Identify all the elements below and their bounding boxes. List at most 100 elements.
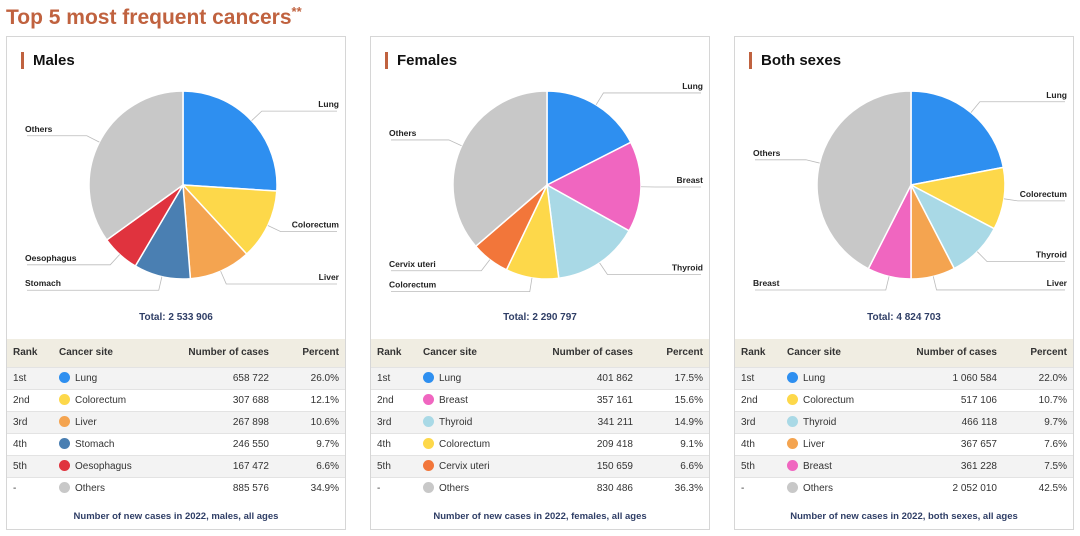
site-cell: Cervix uteri (417, 454, 520, 477)
legend-dot-icon (59, 460, 70, 471)
rank-cell: 3rd (371, 410, 417, 433)
leader-line (391, 139, 462, 147)
header-cases: Number of cases (188, 347, 269, 359)
table-row: 5th Oesophagus 167 472 6.6% (7, 454, 345, 477)
table-row: - Others 830 486 36.3% (371, 476, 709, 499)
leader-line (267, 225, 337, 232)
pie-slice-thyroid (546, 183, 631, 280)
leader-line (595, 92, 701, 106)
cases-cell: 367 657 (883, 432, 1003, 455)
site-label: Lung (75, 373, 98, 384)
percent-cell: 9.7% (1003, 410, 1073, 433)
cases-cell: 2 052 010 (883, 476, 1003, 499)
header-cases: Number of cases (552, 347, 633, 359)
legend-dot-icon (787, 460, 798, 471)
header-cases: Number of cases (916, 347, 997, 359)
leader-line (220, 270, 337, 285)
percent-cell: 7.6% (1003, 432, 1073, 455)
header-site: Cancer site (423, 347, 477, 359)
percent-cell: 10.7% (1003, 388, 1073, 411)
slice-label: Cervix uteri (389, 259, 436, 269)
leader-line (755, 276, 890, 291)
site-cell: Liver (53, 410, 160, 433)
site-cell: Others (53, 476, 160, 499)
total-label: Total: 4 824 703 (867, 312, 941, 323)
slice-label: Lung (1046, 90, 1067, 100)
cases-cell: 267 898 (159, 410, 275, 433)
site-cell: Colorectum (417, 432, 520, 455)
leader-line (27, 254, 120, 266)
cases-cell: 361 228 (883, 454, 1003, 477)
site-label: Colorectum (439, 439, 491, 450)
slice-label: Colorectum (1020, 189, 1068, 199)
rank-cell: 4th (735, 432, 781, 455)
percent-cell: 6.6% (639, 454, 709, 477)
leader-line (970, 101, 1065, 113)
percent-cell: 22.0% (1003, 366, 1073, 389)
site-cell: Others (417, 476, 520, 499)
header-rank: Rank (13, 347, 38, 359)
slice-label: Thyroid (672, 263, 703, 273)
panel-title: Females (385, 52, 457, 69)
leader-line (755, 159, 820, 164)
site-label: Others (439, 483, 470, 495)
pie-chart-females: Lung Breast Thyroid Colorectum Cervix uteri O… (389, 81, 703, 293)
percent-cell: 6.6% (275, 454, 345, 477)
site-cell: Others (781, 476, 884, 499)
table-row: 4th Liver 367 657 7.6% (735, 432, 1073, 455)
rank-cell: 5th (371, 454, 417, 477)
table-row: 1st Lung 658 722 26.0% (7, 366, 345, 389)
slice-label: Others (25, 124, 53, 134)
table-row: 4th Stomach 246 550 9.7% (7, 432, 345, 455)
panel-males: Males Lung Colorectum Liver Stomach Oesophag… (6, 36, 346, 530)
rank-cell: - (7, 476, 53, 499)
rank-cell: 1st (735, 366, 781, 389)
legend-dot-icon (423, 460, 434, 471)
site-label: Thyroid (439, 417, 473, 428)
pie-slice-lung (910, 90, 1005, 186)
percent-cell: 9.1% (639, 432, 709, 455)
site-cell: Lung (53, 366, 160, 389)
pie-slice-lung (546, 90, 632, 187)
legend-dot-icon (787, 438, 798, 449)
table-caption: Number of new cases in 2022, males, all … (73, 511, 279, 522)
site-label: Breast (803, 461, 832, 472)
site-label: Lung (439, 373, 462, 384)
site-label: Colorectum (803, 395, 855, 406)
rank-cell: 2nd (7, 388, 53, 411)
table-row: 3rd Thyroid 341 211 14.9% (371, 410, 709, 433)
table-row: 5th Breast 361 228 7.5% (735, 454, 1073, 477)
site-cell: Lung (417, 366, 520, 389)
legend-dot-icon (59, 394, 70, 405)
site-cell: Colorectum (53, 388, 160, 411)
header-site: Cancer site (787, 347, 841, 359)
site-label: Others (803, 483, 834, 495)
table-row: 1st Lung 1 060 584 22.0% (735, 366, 1073, 389)
table-row: 2nd Colorectum 517 106 10.7% (735, 388, 1073, 411)
header-percent: Percent (666, 347, 703, 359)
pie-slice-lung (182, 90, 278, 192)
panel-females: Females Lung Breast Thyroid Colorectum Cervi… (370, 36, 710, 530)
cases-cell: 830 486 (519, 476, 639, 499)
percent-cell: 10.6% (275, 410, 345, 433)
panel-title: Both sexes (749, 52, 841, 69)
cases-cell: 341 211 (519, 410, 639, 433)
cases-table-both-sexes: Rank Cancer site Number of cases Percent… (735, 339, 1073, 499)
legend-dot-icon (423, 394, 434, 405)
cases-cell: 885 576 (159, 476, 275, 499)
table-row: 2nd Colorectum 307 688 12.1% (7, 388, 345, 411)
legend-dot-icon (59, 372, 70, 383)
site-label: Breast (439, 395, 468, 406)
table-row: 3rd Thyroid 466 118 9.7% (735, 410, 1073, 433)
site-label: Thyroid (803, 417, 837, 428)
table-row: 3rd Liver 267 898 10.6% (7, 410, 345, 433)
header-rank: Rank (741, 347, 766, 359)
header-percent: Percent (302, 347, 339, 359)
leader-line (391, 259, 491, 272)
header-rank: Rank (377, 347, 402, 359)
cases-cell: 307 688 (159, 388, 275, 411)
page-title: Top 5 most frequent cancers** (6, 4, 302, 29)
site-label: Liver (75, 417, 97, 428)
table-row: 1st Lung 401 862 17.5% (371, 366, 709, 389)
table-row: - Others 2 052 010 42.5% (735, 476, 1073, 499)
